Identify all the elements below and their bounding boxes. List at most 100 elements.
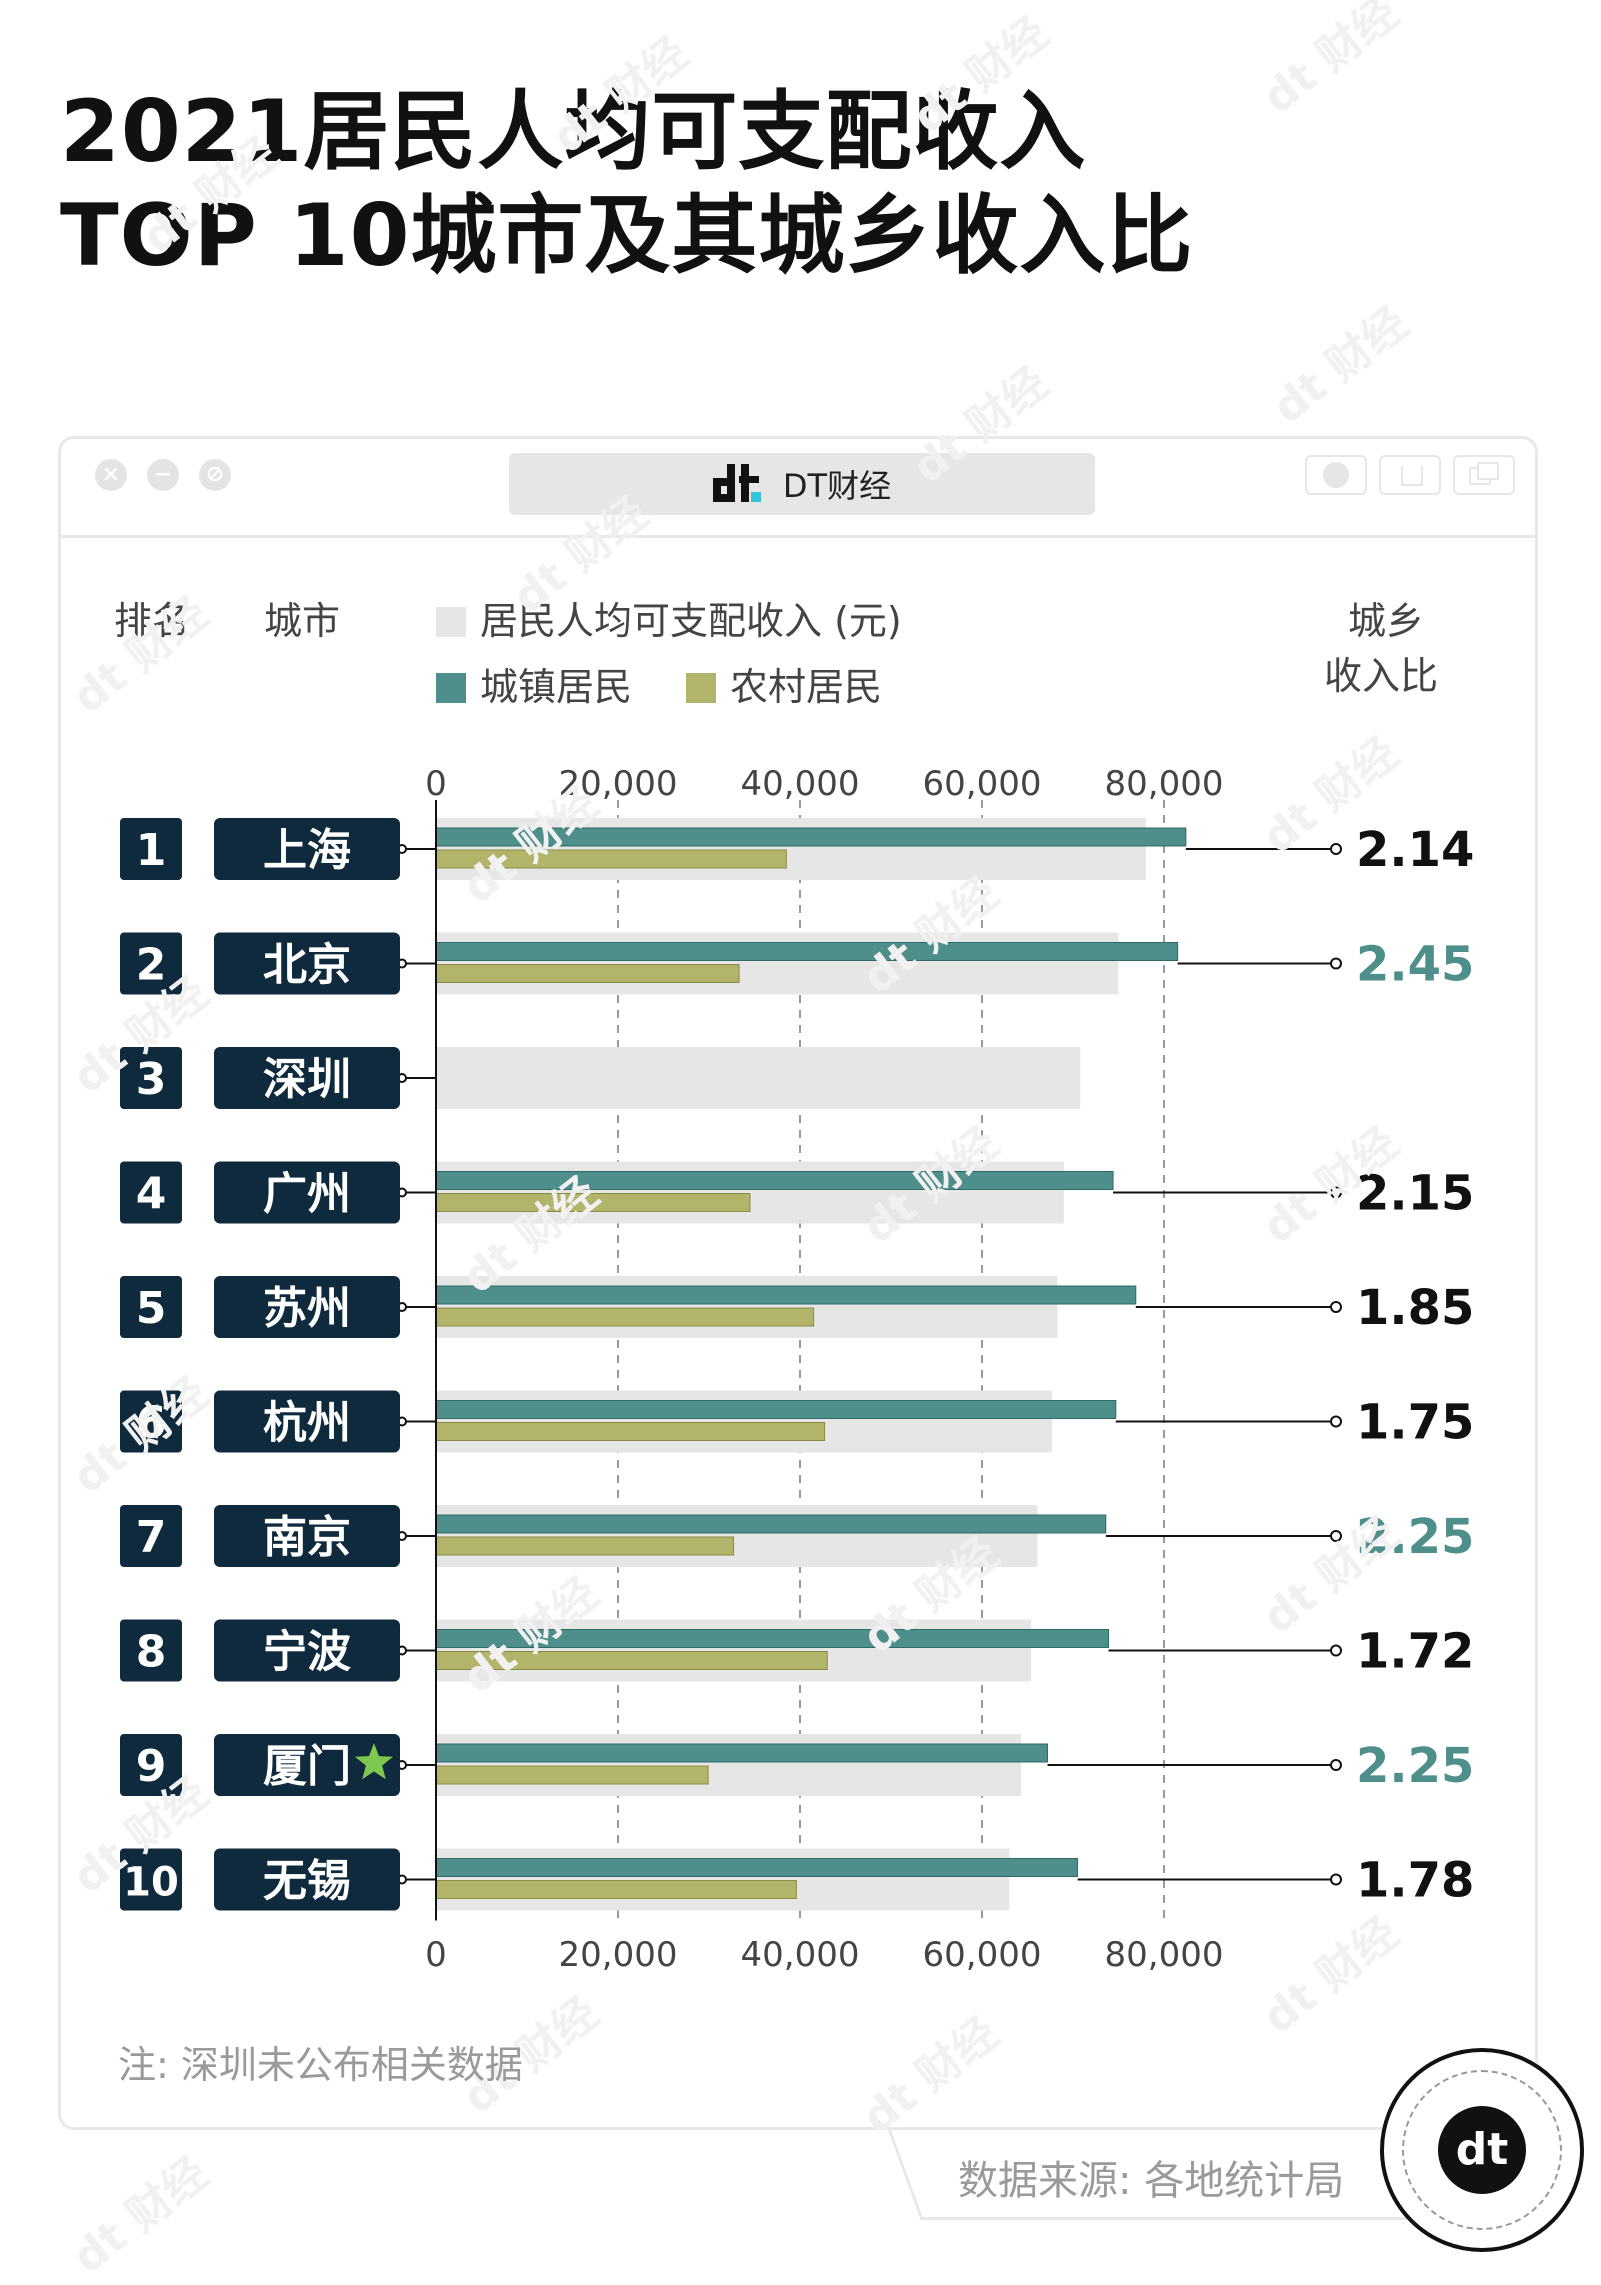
x-tick-bottom-80000: 80,000 — [1105, 1935, 1224, 1975]
x-tick-top-20000: 20,000 — [559, 764, 678, 804]
ratio-value-8: 1.72 — [1356, 1624, 1474, 1680]
rank-number-10: 10 — [123, 1860, 179, 1906]
city-name-9: 厦门 — [263, 1741, 351, 1792]
rank-number-3: 3 — [136, 1054, 167, 1105]
city-name-8: 宁波 — [263, 1627, 351, 1678]
rural-bar-6 — [435, 1422, 826, 1441]
rural-bar-7 — [435, 1536, 735, 1556]
city-label-box-5 — [214, 1276, 400, 1338]
city-name-10: 无锡 — [263, 1856, 351, 1907]
rank-number-8: 8 — [136, 1627, 167, 1678]
window-tab[interactable]: DT财经 — [509, 453, 1095, 515]
minimize-icon[interactable]: − — [147, 459, 179, 491]
x-tick-top-40000: 40,000 — [741, 764, 860, 804]
urban-bar-10 — [435, 1858, 1079, 1877]
record-icon[interactable] — [1305, 455, 1367, 495]
legend-rural-swatch — [686, 673, 716, 703]
urban-bar-2 — [435, 942, 1179, 961]
rank-number-4: 4 — [136, 1169, 167, 1220]
urban-bar-5 — [435, 1285, 1137, 1305]
legend-urban: 城镇居民 — [436, 656, 632, 711]
city-label-box-3 — [214, 1047, 400, 1109]
page-title: 2021居民人均可支配收入 TOP 10城市及其城乡收入比 — [60, 80, 1193, 288]
city-name-2: 北京 — [263, 940, 351, 991]
rural-bar-10 — [435, 1880, 797, 1899]
rank-badge-6 — [120, 1390, 182, 1453]
close-icon[interactable]: × — [95, 459, 127, 491]
rank-badge-2 — [120, 932, 182, 995]
rural-bar-4 — [435, 1193, 751, 1212]
legend-rural: 农村居民 — [686, 656, 882, 711]
ratio-value-2: 2.45 — [1356, 937, 1474, 993]
ratio-value-1: 2.14 — [1356, 822, 1474, 878]
ratio-leader-dot-5 — [1330, 1301, 1342, 1313]
rank-badge-8 — [120, 1619, 182, 1682]
legend-total: 居民人均可支配收入 (元) — [436, 590, 902, 645]
city-name-6: 杭州 — [263, 1398, 351, 1449]
rank-badge-10 — [120, 1848, 182, 1911]
city-label-box-7 — [214, 1505, 400, 1567]
city-label-box-6 — [214, 1390, 400, 1453]
city-label-box-4 — [214, 1161, 400, 1224]
rural-bar-5 — [435, 1307, 815, 1327]
total-bar-2 — [436, 932, 1119, 995]
dt-logo-icon — [712, 464, 765, 504]
legend-total-label: 居民人均可支配收入 (元) — [480, 599, 902, 643]
urban-bar-4 — [435, 1171, 1114, 1190]
x-tick-top-60000: 60,000 — [923, 764, 1042, 804]
x-tick-bottom-60000: 60,000 — [923, 1935, 1042, 1975]
share-icon[interactable] — [1379, 455, 1441, 495]
rank-number-6: 6 — [136, 1398, 167, 1449]
window-tab-label: DT财经 — [782, 467, 892, 505]
badge-ring — [1402, 2070, 1562, 2230]
total-bar-10 — [436, 1848, 1010, 1911]
rank-number-7: 7 — [136, 1512, 167, 1563]
rank-badge-5 — [120, 1276, 182, 1338]
urban-bar-8 — [435, 1629, 1109, 1648]
urban-bar-7 — [435, 1514, 1107, 1534]
legend-total-swatch — [436, 607, 466, 637]
rural-bar-8 — [435, 1651, 828, 1670]
rank-badge-9 — [120, 1734, 182, 1796]
legend-urban-swatch — [436, 673, 466, 703]
city-name-1: 上海 — [263, 825, 351, 876]
rural-bar-1 — [435, 849, 787, 869]
urban-bar-6 — [435, 1400, 1117, 1419]
copy-icon[interactable] — [1453, 455, 1515, 495]
rural-bar-9 — [435, 1765, 709, 1785]
total-bar-5 — [436, 1276, 1058, 1338]
ratio-header: 城乡 收入比 — [1324, 590, 1446, 700]
ratio-value-7: 2.25 — [1356, 1509, 1474, 1565]
data-source: 数据来源: 各地统计局 — [958, 2158, 1345, 2204]
legend-urban-label: 城镇居民 — [480, 665, 633, 709]
total-bar-7 — [436, 1505, 1038, 1567]
total-bar-3 — [436, 1047, 1081, 1109]
city-label-box-10 — [214, 1848, 400, 1911]
rank-badge-1 — [120, 818, 182, 880]
city-label-box-9 — [214, 1734, 400, 1796]
title-line-2: TOP 10城市及其城乡收入比 — [60, 186, 1194, 286]
legend-rural-label: 农村居民 — [730, 665, 883, 709]
ratio-leader-dot-10 — [1330, 1873, 1342, 1886]
ratio-leader-dot-4 — [1330, 1186, 1342, 1199]
ratio-value-5: 1.85 — [1356, 1280, 1474, 1336]
rank-badge-3 — [120, 1047, 182, 1109]
city-label-box-8 — [214, 1619, 400, 1682]
city-label-box-1 — [214, 818, 400, 880]
title-line-1: 2021居民人均可支配收入 — [60, 82, 1087, 182]
total-bar-9 — [436, 1734, 1022, 1796]
ratio-value-10: 1.78 — [1356, 1853, 1474, 1909]
city-name-7: 南京 — [263, 1512, 351, 1563]
city-label-box-2 — [214, 932, 400, 995]
urban-bar-9 — [435, 1743, 1049, 1763]
window-titlebar: × − ⊘ DT财经 — [61, 439, 1535, 538]
ratio-leader-dot-6 — [1330, 1415, 1342, 1428]
star-icon — [355, 1743, 393, 1780]
x-tick-bottom-0: 0 — [425, 1935, 447, 1975]
x-tick-top-0: 0 — [425, 764, 447, 804]
total-bar-6 — [436, 1390, 1053, 1453]
rank-number-1: 1 — [136, 825, 167, 876]
total-bar-8 — [436, 1619, 1032, 1682]
footnote: 注: 深圳未公布相关数据 — [118, 2043, 523, 2087]
block-icon[interactable]: ⊘ — [199, 459, 231, 491]
